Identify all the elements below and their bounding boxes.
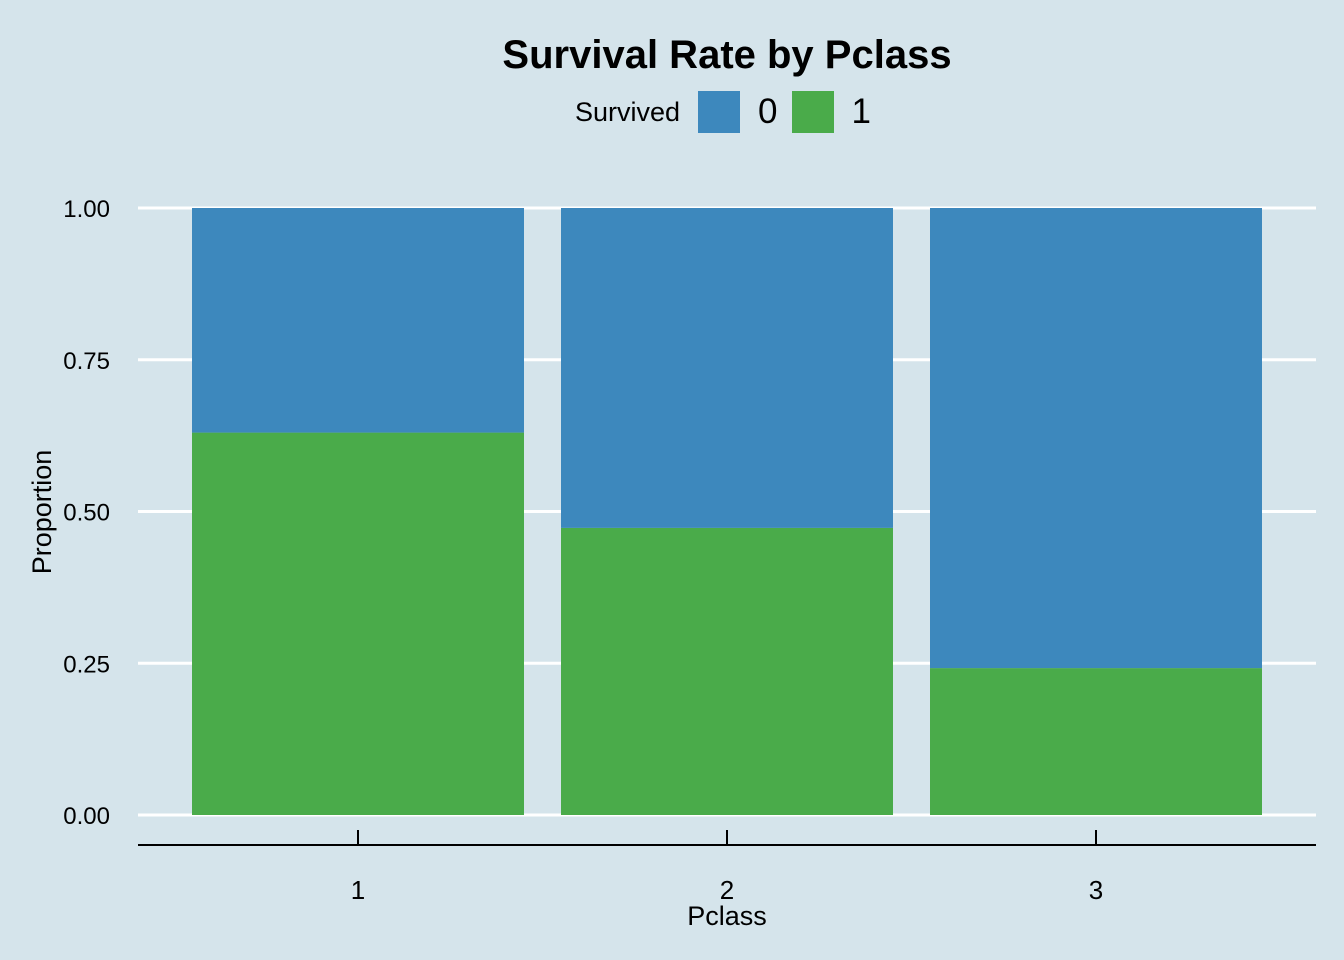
x-tick-label: 1 [351, 875, 365, 905]
x-ticks: 1 2 3 [351, 830, 1103, 905]
legend-item-0: 0 [698, 91, 778, 133]
bars [192, 208, 1262, 815]
y-axis-label: Proportion [27, 450, 57, 575]
legend-item-1: 1 [791, 91, 871, 133]
chart-title: Survival Rate by Pclass [502, 33, 952, 77]
y-tick-label: 0.75 [63, 348, 110, 375]
legend-title: Survived [575, 96, 681, 127]
bar-pclass-2-survived-0 [561, 208, 893, 528]
legend: Survived 0 1 [575, 90, 885, 134]
y-tick-labels: 0.00 0.25 0.50 0.75 1.00 [63, 196, 110, 830]
bar-pclass-3-survived-1 [930, 668, 1262, 815]
x-axis-label: Pclass [687, 901, 767, 931]
y-tick-label: 0.25 [63, 651, 110, 678]
legend-swatch-1 [791, 91, 834, 133]
y-tick-label: 0.50 [63, 500, 110, 527]
bar-pclass-2-survived-1 [561, 527, 893, 815]
y-tick-label: 0.00 [63, 803, 110, 830]
bar-pclass-1-survived-1 [192, 432, 524, 815]
x-tick-label: 2 [720, 875, 734, 905]
bar-pclass-3-survived-0 [930, 208, 1262, 669]
legend-label-1: 1 [851, 92, 871, 131]
legend-swatch-0 [698, 91, 741, 133]
legend-label-0: 0 [758, 92, 778, 131]
x-tick-label: 3 [1089, 875, 1103, 905]
bar-pclass-1-survived-0 [192, 208, 524, 433]
y-tick-label: 1.00 [63, 196, 110, 223]
